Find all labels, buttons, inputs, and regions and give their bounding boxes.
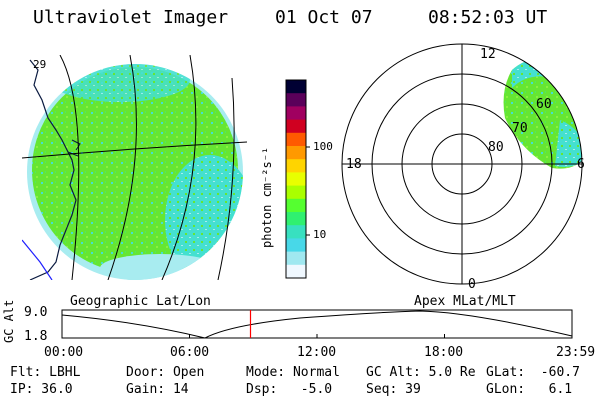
mlt-label-6: 6 bbox=[577, 157, 585, 172]
meridian-line-1 bbox=[59, 55, 80, 280]
lat-label-80: 80 bbox=[488, 140, 504, 155]
info-flt: Flt: LBHL bbox=[10, 365, 81, 380]
polar-uv-edge-2 bbox=[555, 120, 582, 167]
meridian-line-2 bbox=[107, 55, 137, 280]
colorbar-frame bbox=[285, 79, 307, 279]
coastline bbox=[29, 59, 77, 280]
colorbar-segment bbox=[286, 238, 306, 253]
colorbar-segment bbox=[286, 212, 306, 226]
mlt-label-12: 12 bbox=[480, 47, 496, 62]
app-title: Ultraviolet Imager bbox=[33, 7, 229, 28]
info-gain: Gain: 14 bbox=[126, 382, 189, 397]
colorbar-segment bbox=[286, 119, 306, 134]
alt-xtick-2359: 23:59 bbox=[556, 345, 596, 360]
info-dsp: Dsp: -5.0 bbox=[246, 382, 333, 397]
alt-xtick-0000: 00:00 bbox=[44, 345, 84, 360]
info-gcalt: GC Alt: 5.0 Re bbox=[366, 365, 476, 380]
colorbar-segment bbox=[286, 251, 306, 266]
info-door: Door: Open bbox=[126, 365, 205, 380]
geographic-map bbox=[22, 55, 247, 280]
mlt-label-18: 18 bbox=[346, 157, 362, 172]
mlt-label-0: 0 bbox=[468, 277, 476, 292]
colorbar-segment bbox=[286, 198, 306, 213]
info-seq: Seq: 39 bbox=[366, 382, 421, 397]
alt-ylabel: GC Alt bbox=[2, 299, 16, 343]
colorbar-segment bbox=[286, 185, 306, 200]
polar-caption: Apex MLat/MLT bbox=[414, 294, 516, 309]
colorbar-segment bbox=[286, 93, 306, 107]
altitude-curve bbox=[61, 310, 573, 339]
altitude-plot-frame bbox=[61, 309, 573, 339]
uv-cyan-region-top bbox=[50, 64, 190, 102]
time-label: 08:52:03 UT bbox=[428, 7, 548, 28]
uv-edge-region bbox=[100, 254, 220, 280]
colorbar-tick-label-10: 10 bbox=[313, 228, 327, 241]
coastline-blue bbox=[22, 239, 53, 280]
coast-lat-label: 29 bbox=[33, 58, 47, 71]
lat-label-70: 70 bbox=[512, 121, 528, 136]
alt-ytick-1: 1.8 bbox=[24, 329, 48, 344]
polar-plot bbox=[341, 43, 583, 285]
colorbar bbox=[286, 80, 306, 279]
alt-xtick-1200: 12:00 bbox=[297, 345, 337, 360]
lat-label-60: 60 bbox=[536, 97, 552, 112]
colorbar-segment bbox=[286, 264, 306, 279]
meridian-line-4 bbox=[217, 77, 235, 280]
alt-ytick-9: 9.0 bbox=[24, 305, 48, 320]
colorbar-segment bbox=[286, 132, 306, 147]
altitude-xticks bbox=[61, 334, 573, 338]
info-glat: GLat: -60.7 bbox=[486, 365, 580, 380]
colorbar-segment bbox=[286, 106, 306, 121]
colorbar-segment bbox=[286, 159, 306, 173]
info-ip: IP: 36.0 bbox=[10, 382, 73, 397]
alt-xtick-1800: 18:00 bbox=[424, 345, 464, 360]
latitude-line bbox=[22, 141, 247, 159]
date-label: 01 Oct 07 bbox=[275, 7, 373, 28]
colorbar-segment bbox=[286, 172, 306, 187]
colorbar-segment bbox=[286, 225, 306, 239]
info-glon: GLon: 6.1 bbox=[486, 382, 573, 397]
geo-caption: Geographic Lat/Lon bbox=[70, 294, 211, 309]
altitude-plot bbox=[61, 309, 573, 339]
meridian-line-3 bbox=[161, 55, 197, 280]
colorbar-segment bbox=[286, 80, 306, 94]
info-mode: Mode: Normal bbox=[246, 365, 340, 380]
alt-xtick-0600: 06:00 bbox=[170, 345, 210, 360]
colorbar-unit-label: photon cm⁻²s⁻¹ bbox=[260, 146, 274, 248]
colorbar-segment bbox=[286, 146, 306, 160]
colorbar-tick-label-100: 100 bbox=[313, 140, 333, 153]
